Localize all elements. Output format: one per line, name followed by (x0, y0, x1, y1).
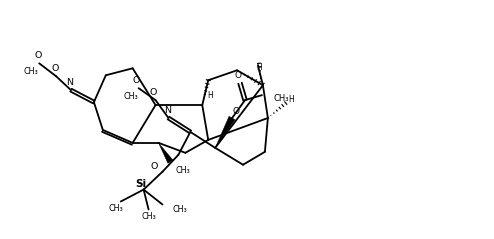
Text: O: O (133, 76, 140, 85)
Text: CH₃: CH₃ (124, 92, 138, 101)
Text: CH₃: CH₃ (274, 94, 289, 103)
Text: O: O (150, 88, 157, 97)
Text: O: O (150, 162, 158, 171)
Text: CH₃: CH₃ (108, 204, 123, 213)
Polygon shape (159, 143, 173, 163)
Text: O: O (233, 107, 240, 115)
Text: Si: Si (135, 179, 146, 189)
Text: CH₃: CH₃ (141, 212, 156, 221)
Text: H: H (288, 95, 293, 104)
Text: O: O (35, 51, 42, 60)
Text: H: H (207, 91, 213, 100)
Text: H: H (256, 63, 262, 72)
Text: CH₃: CH₃ (24, 67, 39, 76)
Text: O: O (235, 71, 242, 80)
Text: N: N (164, 106, 171, 114)
Polygon shape (215, 116, 235, 148)
Text: CH₃: CH₃ (172, 205, 187, 214)
Text: O: O (51, 64, 59, 73)
Text: N: N (67, 78, 74, 87)
Text: CH₃: CH₃ (175, 166, 190, 175)
